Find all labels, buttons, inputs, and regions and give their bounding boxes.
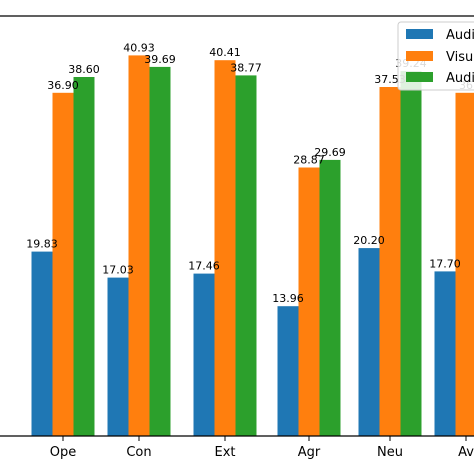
- bar-s0-neu: [358, 248, 380, 436]
- bar-s0-ope: [31, 251, 53, 436]
- bar-s2-agr: [319, 159, 341, 436]
- legend-swatch-0: [406, 29, 433, 39]
- bar-s2-con: [149, 66, 171, 437]
- bar-s1-ope: [52, 92, 74, 437]
- value-label-s0-ext: 17.46: [188, 260, 220, 273]
- value-label-s2-ope: 38.60: [68, 63, 100, 76]
- bar-s0-agr: [277, 306, 299, 436]
- value-label-s0-agr: 13.96: [272, 292, 304, 305]
- bar-s1-con: [128, 55, 150, 437]
- value-label-s1-ope: 36.90: [47, 79, 79, 92]
- legend: Audi Visu Audi: [397, 21, 474, 91]
- bar-s0-con: [107, 277, 129, 436]
- value-label-s0-neu: 20.20: [353, 234, 385, 247]
- bar-s1-ext: [214, 60, 236, 436]
- value-label-s2-agr: 29.69: [314, 146, 346, 159]
- bar-s2-ext: [235, 75, 257, 437]
- value-label-s1-agr: 28.87: [293, 154, 325, 167]
- value-label-s2-con: 39.69: [144, 53, 176, 66]
- bar-s2-neu: [400, 71, 422, 436]
- x-tick-label-con: Con: [126, 445, 151, 460]
- x-tick-label-neu: Neu: [377, 445, 403, 460]
- legend-label-2: Audi: [446, 71, 474, 86]
- value-label-s0-ope: 19.83: [26, 238, 58, 251]
- bar-s1-agr: [298, 167, 320, 436]
- value-label-s0-av: 17.70: [429, 257, 461, 270]
- x-tick-label-agr: Agr: [298, 445, 321, 460]
- bars-layer: [31, 55, 474, 437]
- legend-swatch-1: [406, 51, 433, 61]
- legend-label-1: Visu: [446, 50, 473, 65]
- x-tick-label-av: Av: [458, 445, 474, 460]
- legend-swatch-2: [406, 72, 433, 82]
- x-ticks-layer: Ope Con Ext Agr Neu Av: [50, 436, 474, 460]
- bar-s1-av: [455, 92, 474, 437]
- x-tick-label-ext: Ext: [214, 445, 235, 460]
- value-label-s1-con: 40.93: [123, 41, 155, 54]
- bar-s1-neu: [379, 87, 401, 436]
- value-label-s2-ext: 38.77: [230, 61, 262, 74]
- bar-s0-ext: [193, 273, 215, 436]
- axes-layer: [0, 15, 474, 437]
- value-label-s0-con: 17.03: [102, 264, 134, 277]
- bar-s0-av: [434, 271, 456, 436]
- value-label-s1-ext: 40.41: [209, 46, 241, 59]
- x-tick-label-ope: Ope: [50, 445, 76, 460]
- legend-label-0: Audi: [446, 28, 474, 43]
- bar-s2-ope: [73, 77, 95, 436]
